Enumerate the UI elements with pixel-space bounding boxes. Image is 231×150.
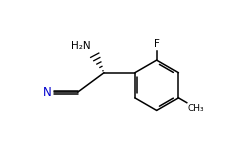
Text: CH₃: CH₃ [188,104,204,113]
Text: H₂N: H₂N [71,40,91,51]
Text: F: F [154,39,160,49]
Text: N: N [43,86,52,99]
